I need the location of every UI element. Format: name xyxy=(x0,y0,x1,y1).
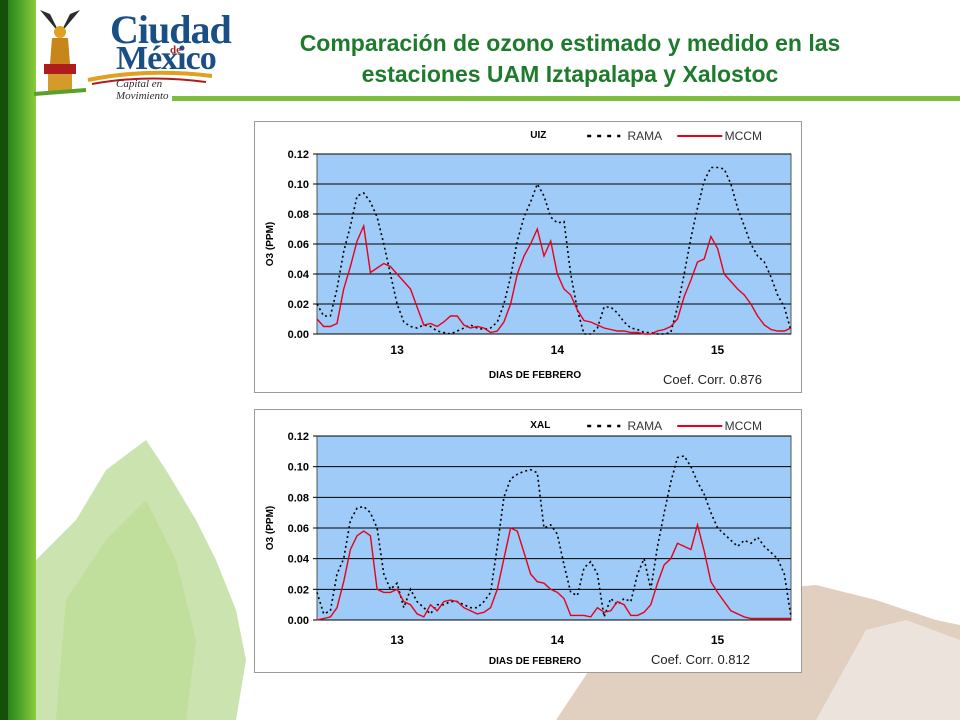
chart-uiz-svg: 0.00 0.02 0.04 0.06 0.08 0.10 0.12 13 14 15 O3 (PP… xyxy=(265,129,792,387)
station-label: XAL xyxy=(530,420,550,431)
y-tick-label: 0.08 xyxy=(288,492,309,504)
x-axis-label: DIAS DE FEBRERO xyxy=(489,370,581,381)
angel-icon xyxy=(33,10,87,96)
series-line-mccm xyxy=(316,522,791,621)
x-tick-label: 14 xyxy=(551,633,565,647)
x-tick-label: 15 xyxy=(711,633,725,647)
y-axis-label: O3 (PPM) xyxy=(265,222,276,266)
x-tick-label: 14 xyxy=(551,343,565,357)
legend-label-mccm: MCCM xyxy=(725,129,762,143)
y-tick-label: 0.00 xyxy=(288,615,309,627)
y-tick-label: 0.12 xyxy=(288,431,309,443)
legend-label-rama: RAMA xyxy=(627,129,662,143)
y-tick-label: 0.04 xyxy=(288,554,310,566)
chart-xal-svg: 0.00 0.02 0.04 0.06 0.08 0.10 0.12 13 14 15 O3 (PP… xyxy=(265,419,792,667)
legend-label-rama: RAMA xyxy=(627,419,662,433)
correlation-label: Coef. Corr. 0.812 xyxy=(651,652,750,667)
ciudad-de-mexico-logo: Ciudad México de Capital en Movimiento xyxy=(30,4,232,102)
logo-word-mexico: México xyxy=(116,40,217,77)
series-line-rama xyxy=(316,166,792,335)
y-tick-label: 0.08 xyxy=(288,209,309,221)
x-tick-label: 13 xyxy=(390,633,404,647)
y-tick-label: 0.02 xyxy=(288,299,309,311)
y-tick-label: 0.10 xyxy=(288,462,309,474)
y-tick-label: 0.00 xyxy=(288,329,309,341)
chart-xal: 0.00 0.02 0.04 0.06 0.08 0.10 0.12 13 14 15 O3 (PP… xyxy=(254,409,802,673)
volcano-peak xyxy=(816,620,960,720)
x-axis-label: DIAS DE FEBRERO xyxy=(489,656,581,667)
series-line-rama xyxy=(316,454,792,618)
page-title: Comparación de ozono estimado y medido e… xyxy=(230,28,910,90)
y-tick-label: 0.06 xyxy=(288,523,309,535)
logo-word-ciudad: Ciudad xyxy=(110,7,232,52)
y-tick-label: 0.12 xyxy=(288,149,309,161)
y-tick-label: 0.04 xyxy=(288,269,310,281)
y-axis-label: O3 (PPM) xyxy=(265,506,276,550)
station-label: UIZ xyxy=(530,130,546,141)
city-map-inner xyxy=(56,500,196,720)
legend-label-mccm: MCCM xyxy=(725,419,762,433)
logo-word-de: de xyxy=(170,44,181,56)
title-line-1: Comparación de ozono estimado y medido e… xyxy=(299,30,841,56)
series-line-mccm xyxy=(316,223,792,335)
left-bar-shadow xyxy=(0,0,8,720)
y-tick-label: 0.02 xyxy=(288,584,309,596)
logo-tagline: Capital en Movimiento xyxy=(116,78,169,102)
correlation-label: Coef. Corr. 0.876 xyxy=(663,372,762,387)
x-tick-label: 13 xyxy=(390,343,404,357)
y-tick-label: 0.10 xyxy=(288,179,309,191)
chart-uiz: 0.00 0.02 0.04 0.06 0.08 0.10 0.12 13 14 15 O3 (PP… xyxy=(254,121,802,393)
title-underline xyxy=(172,96,960,101)
y-tick-label: 0.06 xyxy=(288,239,309,251)
logo-swoosh xyxy=(87,70,213,85)
x-tick-label: 15 xyxy=(711,343,725,357)
title-line-2: estaciones UAM Iztapalapa y Xalostoc xyxy=(361,61,779,87)
